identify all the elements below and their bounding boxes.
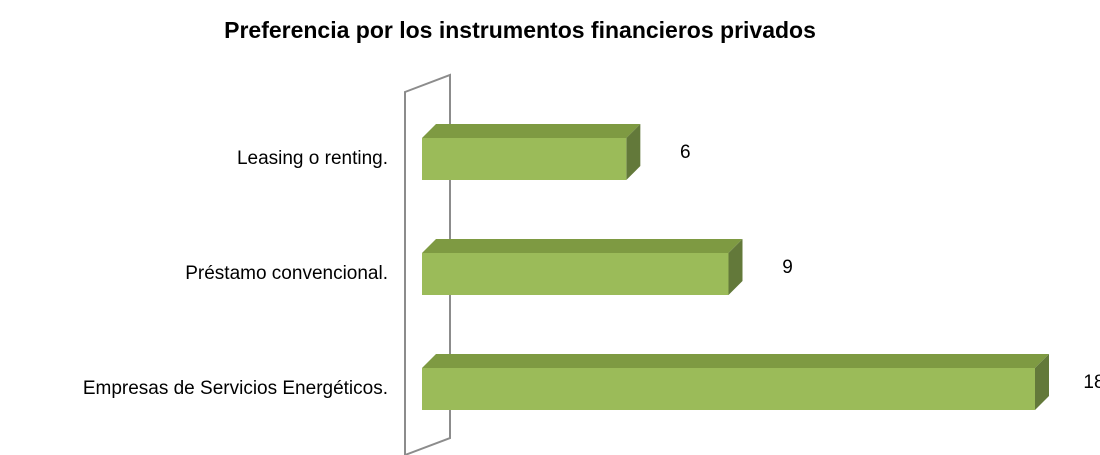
data-label: 18 [1083,372,1100,393]
data-label: 6 [680,142,691,163]
bar-side [626,124,641,180]
bar [422,253,729,295]
data-label: 9 [782,257,793,278]
bar [422,368,1035,410]
y-tick-label: Empresas de Servicios Energéticos. [83,378,388,399]
bar-top [422,239,743,253]
y-tick-label: Leasing o renting. [237,148,388,169]
bar-side [1035,354,1049,410]
chart-title: Preferencia por los instrumentos financi… [224,17,816,43]
y-tick-label: Préstamo convencional. [185,263,388,284]
bar [422,138,627,180]
bar-top [422,354,1049,368]
bar-top [422,124,641,138]
bar-side [728,239,743,295]
